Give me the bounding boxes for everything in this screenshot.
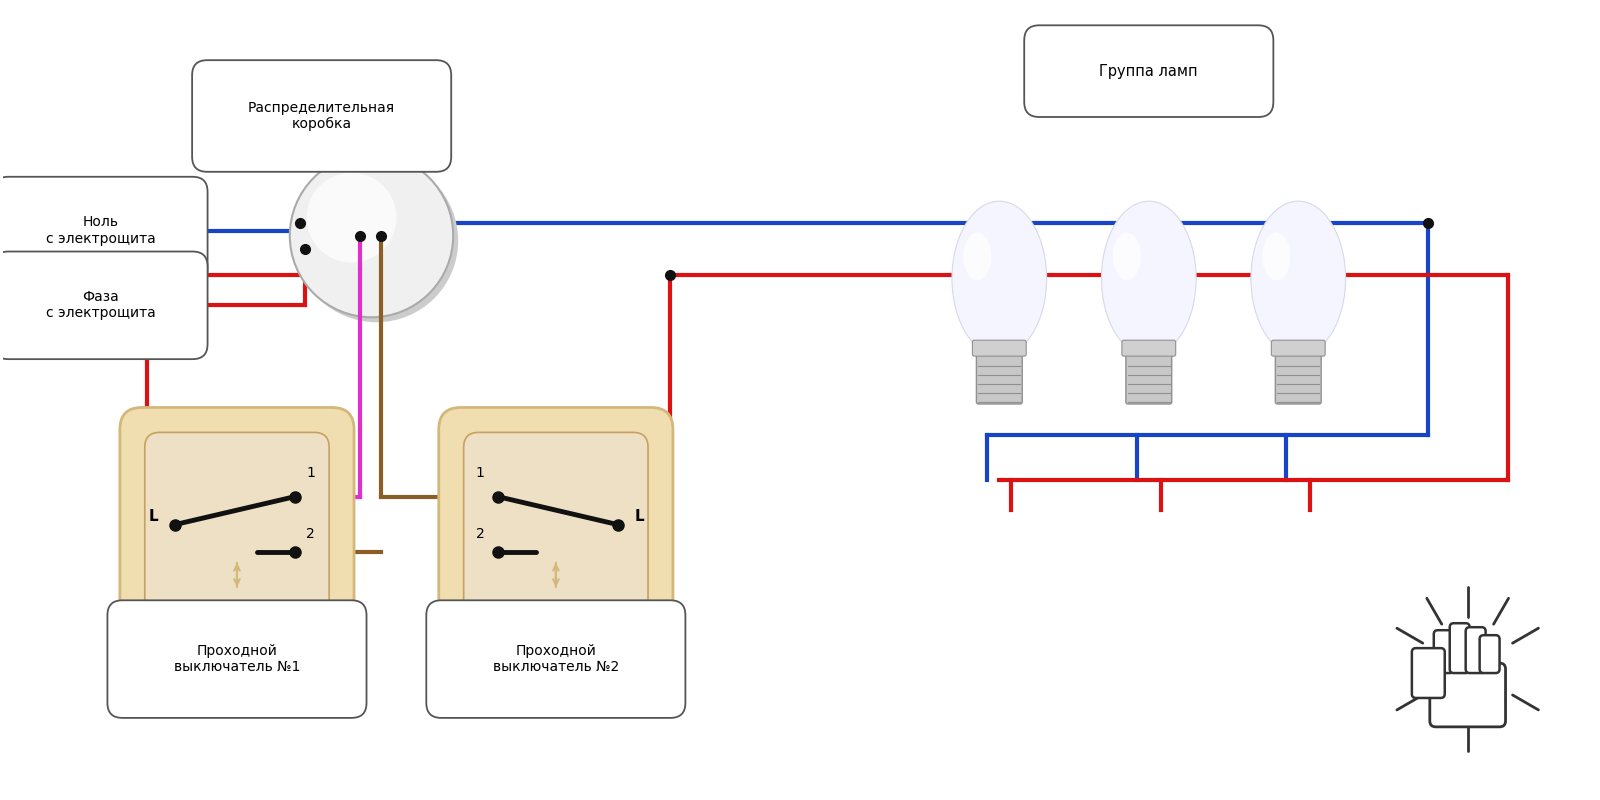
- Text: Фаза
с электрощита: Фаза с электрощита: [45, 290, 155, 321]
- FancyBboxPatch shape: [1024, 26, 1274, 117]
- FancyBboxPatch shape: [438, 407, 674, 642]
- Text: Распределительная
коробка: Распределительная коробка: [248, 101, 395, 131]
- FancyBboxPatch shape: [426, 600, 685, 718]
- Text: Проходной
выключатель №2: Проходной выключатель №2: [493, 644, 619, 674]
- FancyBboxPatch shape: [192, 60, 451, 172]
- Ellipse shape: [1251, 201, 1346, 356]
- FancyBboxPatch shape: [1480, 635, 1499, 673]
- Text: 1: 1: [306, 466, 315, 480]
- Text: 2: 2: [475, 526, 485, 541]
- Ellipse shape: [963, 233, 992, 281]
- Text: 1: 1: [475, 466, 485, 480]
- Circle shape: [307, 173, 397, 262]
- FancyBboxPatch shape: [144, 432, 330, 617]
- FancyBboxPatch shape: [120, 407, 354, 642]
- Text: Проходной
выключатель №1: Проходной выключатель №1: [174, 644, 301, 674]
- FancyBboxPatch shape: [464, 432, 648, 617]
- Ellipse shape: [952, 201, 1046, 356]
- Ellipse shape: [1114, 233, 1141, 281]
- Ellipse shape: [1101, 201, 1197, 356]
- Text: L: L: [149, 509, 158, 524]
- FancyBboxPatch shape: [1126, 348, 1171, 404]
- Text: 2: 2: [306, 526, 315, 541]
- FancyBboxPatch shape: [976, 348, 1022, 404]
- FancyBboxPatch shape: [1450, 623, 1470, 673]
- Text: Ноль
с электрощита: Ноль с электрощита: [45, 215, 155, 246]
- Text: Группа ламп: Группа ламп: [1099, 64, 1198, 78]
- FancyBboxPatch shape: [1411, 648, 1445, 698]
- FancyBboxPatch shape: [1122, 340, 1176, 356]
- FancyBboxPatch shape: [0, 251, 208, 359]
- Circle shape: [294, 159, 458, 322]
- FancyBboxPatch shape: [1272, 340, 1325, 356]
- Text: L: L: [635, 509, 645, 524]
- Circle shape: [290, 154, 453, 318]
- FancyBboxPatch shape: [1434, 630, 1454, 673]
- FancyBboxPatch shape: [107, 600, 366, 718]
- FancyBboxPatch shape: [1275, 348, 1322, 404]
- FancyBboxPatch shape: [1466, 627, 1486, 673]
- FancyBboxPatch shape: [1430, 663, 1506, 727]
- FancyBboxPatch shape: [973, 340, 1026, 356]
- Ellipse shape: [1262, 233, 1290, 281]
- FancyBboxPatch shape: [0, 177, 208, 285]
